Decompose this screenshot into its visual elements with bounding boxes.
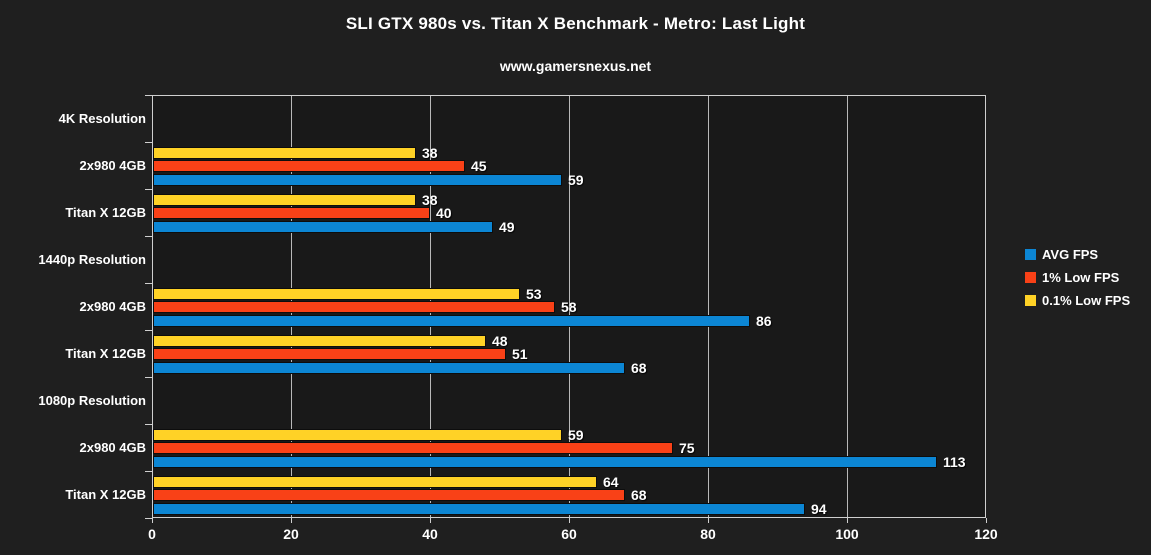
x-axis-tick — [986, 518, 987, 523]
y-axis-tick — [145, 471, 152, 472]
bar-value-label: 45 — [471, 158, 487, 174]
x-axis-tick-label: 100 — [835, 526, 859, 542]
bar-value-label: 53 — [526, 286, 542, 302]
x-axis-tick — [708, 518, 709, 523]
bar-1-low-fps — [153, 160, 465, 172]
bar-0-1-low-fps — [153, 429, 562, 441]
bar-avg-fps — [153, 174, 562, 186]
bar-value-label: 38 — [422, 145, 438, 161]
bar-avg-fps — [153, 315, 750, 327]
legend-item-01pct-low-fps: 0.1% Low FPS — [1025, 289, 1130, 312]
category-section-label-4k-resolution: 4K Resolution — [58, 111, 146, 126]
legend-label-1pct-low-fps: 1% Low FPS — [1042, 270, 1120, 285]
bar-0-1-low-fps — [153, 147, 416, 159]
category-section-label-1440p-resolution: 1440p Resolution — [38, 252, 146, 267]
gridline — [847, 96, 848, 517]
bar-value-label: 94 — [811, 501, 827, 517]
y-axis-tick — [145, 189, 152, 190]
bar-value-label: 38 — [422, 192, 438, 208]
x-axis-tick — [430, 518, 431, 523]
bar-1-low-fps — [153, 207, 430, 219]
legend-label-avg-fps: AVG FPS — [1042, 247, 1099, 262]
y-axis-tick — [145, 330, 152, 331]
y-axis-tick — [145, 424, 152, 425]
legend-label-01pct-low-fps: 0.1% Low FPS — [1042, 293, 1131, 308]
bar-1-low-fps — [153, 348, 506, 360]
bar-0-1-low-fps — [153, 194, 416, 206]
bar-value-label: 40 — [436, 205, 452, 221]
y-axis-tick — [145, 518, 152, 519]
bar-value-label: 86 — [756, 313, 772, 329]
bar-value-label: 59 — [568, 427, 584, 443]
category-gpu-label-2x980-4gb: 2x980 4GB — [79, 299, 147, 314]
bar-1-low-fps — [153, 489, 625, 501]
bar-value-label: 51 — [512, 346, 528, 362]
y-axis-tick — [145, 95, 152, 96]
x-axis-tick-label: 60 — [561, 526, 577, 542]
gridline — [569, 96, 570, 517]
x-axis-tick-label: 0 — [148, 526, 156, 542]
x-axis-tick — [152, 518, 153, 523]
y-axis-tick — [145, 236, 152, 237]
gridline — [708, 96, 709, 517]
x-axis-tick-label: 40 — [422, 526, 438, 542]
bar-0-1-low-fps — [153, 288, 520, 300]
bar-value-label: 48 — [492, 333, 508, 349]
bar-avg-fps — [153, 221, 493, 233]
chart-title: SLI GTX 980s vs. Titan X Benchmark - Met… — [345, 14, 806, 33]
category-gpu-label-titan-x-12gb: Titan X 12GB — [65, 487, 146, 502]
x-axis-tick-label: 80 — [700, 526, 716, 542]
bar-value-label: 68 — [631, 487, 647, 503]
legend-swatch-1pct-low-fps-icon — [1025, 272, 1036, 283]
legend: AVG FPS 1% Low FPS 0.1% Low FPS — [1025, 243, 1130, 312]
x-axis-tick-label: 120 — [974, 526, 998, 542]
category-gpu-label-2x980-4gb: 2x980 4GB — [79, 158, 147, 173]
y-axis-tick — [145, 283, 152, 284]
category-gpu-label-titan-x-12gb: Titan X 12GB — [65, 205, 146, 220]
category-gpu-label-2x980-4gb: 2x980 4GB — [79, 440, 147, 455]
bar-1-low-fps — [153, 301, 555, 313]
chart-subtitle: www.gamersnexus.net — [499, 58, 652, 74]
bar-value-label: 49 — [499, 219, 515, 235]
bar-0-1-low-fps — [153, 476, 597, 488]
bar-avg-fps — [153, 503, 805, 515]
bar-value-label: 64 — [603, 474, 619, 490]
legend-swatch-avg-fps-icon — [1025, 249, 1036, 260]
bar-0-1-low-fps — [153, 335, 486, 347]
x-axis-tick — [847, 518, 848, 523]
bar-avg-fps — [153, 456, 937, 468]
x-axis-tick-label: 20 — [283, 526, 299, 542]
category-section-label-1080p-resolution: 1080p Resolution — [38, 393, 146, 408]
bar-avg-fps — [153, 362, 625, 374]
bar-value-label: 75 — [679, 440, 695, 456]
bar-value-label: 59 — [568, 172, 584, 188]
bar-value-label: 58 — [561, 299, 577, 315]
y-axis-tick — [145, 142, 152, 143]
x-axis-tick — [291, 518, 292, 523]
bar-1-low-fps — [153, 442, 673, 454]
legend-item-1pct-low-fps: 1% Low FPS — [1025, 266, 1130, 289]
category-gpu-label-titan-x-12gb: Titan X 12GB — [65, 346, 146, 361]
bar-value-label: 113 — [943, 454, 966, 470]
bar-value-label: 68 — [631, 360, 647, 376]
x-axis-tick — [569, 518, 570, 523]
legend-swatch-01pct-low-fps-icon — [1025, 295, 1036, 306]
y-axis-tick — [145, 377, 152, 378]
legend-item-avg-fps: AVG FPS — [1025, 243, 1130, 266]
